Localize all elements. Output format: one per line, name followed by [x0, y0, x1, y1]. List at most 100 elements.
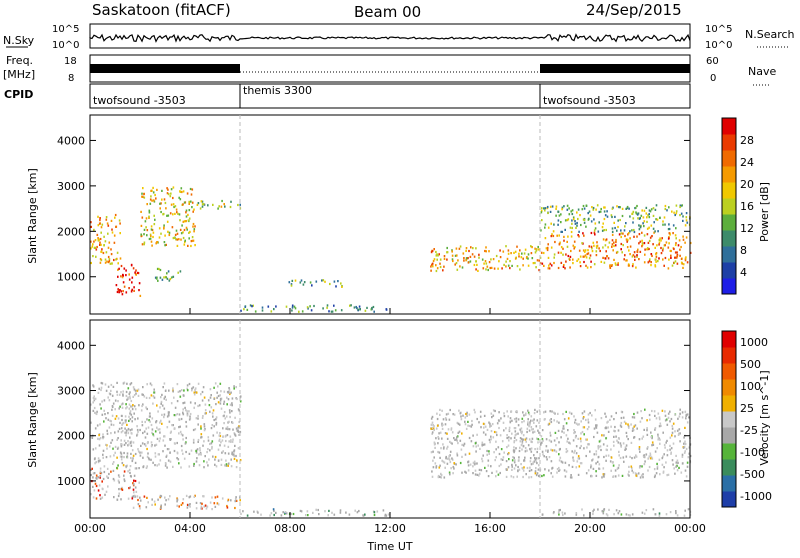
range-cell: [214, 455, 217, 459]
range-cell: [559, 241, 561, 244]
range-cell: [517, 465, 519, 469]
range-cell: [658, 243, 660, 246]
range-cell: [578, 423, 580, 426]
range-cell: [353, 306, 356, 309]
range-cell: [571, 222, 573, 225]
range-cell: [212, 203, 214, 206]
range-cell: [90, 493, 92, 496]
range-cell: [120, 439, 122, 442]
range-cell: [467, 420, 469, 423]
range-cell: [635, 266, 637, 269]
range-cell: [495, 431, 498, 434]
range-cell: [467, 464, 470, 467]
range-cell: [179, 425, 181, 428]
range-cell: [118, 219, 121, 222]
range-cell: [688, 452, 690, 455]
range-cell: [118, 291, 120, 294]
range-cell: [126, 452, 129, 455]
range-cell: [577, 473, 580, 476]
range-cell: [143, 430, 146, 433]
range-cell: [611, 239, 614, 242]
range-cell: [125, 390, 128, 394]
range-cell: [563, 239, 565, 242]
range-cell: [611, 243, 614, 246]
range-cell: [454, 263, 456, 266]
range-cell: [170, 402, 173, 405]
range-cell: [569, 258, 571, 261]
range-cell: [541, 219, 543, 222]
range-cell: [645, 509, 648, 512]
range-cell: [590, 475, 592, 478]
range-cell: [554, 412, 556, 415]
range-cell: [145, 466, 148, 469]
range-cell: [589, 254, 592, 257]
range-cell: [550, 264, 553, 267]
range-cell: [157, 279, 159, 282]
range-cell: [629, 230, 631, 233]
range-cell: [476, 433, 478, 436]
range-cell: [681, 453, 684, 456]
range-cell: [489, 266, 492, 270]
range-cell: [619, 218, 621, 222]
range-cell: [662, 223, 664, 226]
range-cell: [509, 421, 512, 424]
range-cell: [154, 452, 157, 455]
range-cell: [235, 454, 237, 458]
range-cell: [533, 421, 535, 424]
range-cell: [470, 425, 473, 428]
range-cell: [490, 266, 493, 269]
range-cell: [653, 231, 655, 234]
range-cell: [469, 463, 472, 466]
range-cell: [475, 445, 477, 448]
range-cell: [633, 456, 636, 459]
range-cell: [442, 443, 444, 446]
beam-title: Beam 00: [354, 3, 421, 21]
range-cell: [219, 444, 221, 447]
range-cell: [611, 230, 614, 233]
range-cell: [567, 429, 569, 432]
range-cell: [483, 414, 486, 417]
range-cell: [563, 264, 565, 267]
range-cell: [233, 387, 235, 390]
range-cell: [620, 235, 622, 239]
range-cell: [178, 213, 181, 216]
range-cell: [95, 484, 98, 488]
range-cell: [239, 459, 242, 462]
range-cell: [603, 229, 605, 232]
nsky-tick-top: 10^5: [52, 24, 79, 35]
range-cell: [625, 513, 628, 516]
range-cell: [214, 463, 216, 466]
range-cell: [120, 403, 123, 406]
range-cell: [602, 238, 605, 241]
range-cell: [117, 437, 119, 440]
range-cell: [200, 200, 203, 203]
range-cell: [522, 445, 525, 448]
range-cell: [456, 436, 458, 439]
range-cell: [203, 425, 206, 428]
range-cell: [668, 206, 670, 209]
range-cell: [498, 411, 500, 414]
velocity-ylabel: Slant Range [km]: [26, 372, 39, 468]
range-cell: [482, 454, 484, 457]
range-cell: [578, 235, 580, 238]
range-cell: [144, 436, 147, 439]
range-cell: [627, 233, 629, 236]
range-cell: [130, 413, 133, 416]
range-cell: [684, 442, 687, 446]
range-cell: [125, 394, 128, 398]
range-cell: [570, 210, 572, 213]
nsearch-tick-bottom: 10^0: [705, 40, 732, 51]
range-cell: [507, 264, 510, 267]
range-cell: [231, 421, 234, 424]
range-cell: [502, 250, 505, 253]
range-cell: [169, 451, 171, 454]
range-cell: [275, 511, 277, 514]
range-cell: [568, 464, 570, 467]
range-cell: [505, 427, 507, 430]
range-cell: [579, 446, 581, 450]
range-cell: [204, 409, 207, 412]
range-cell: [143, 193, 145, 196]
range-cell: [574, 436, 577, 439]
range-cell: [485, 470, 488, 473]
